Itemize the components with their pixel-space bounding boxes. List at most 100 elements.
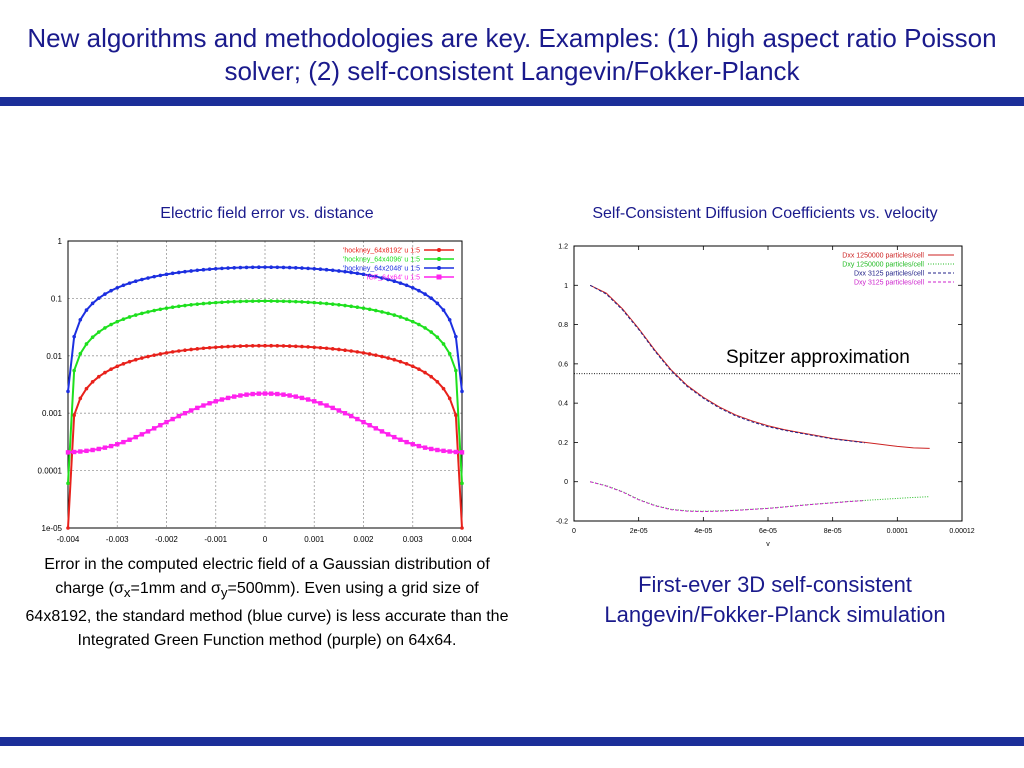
data-point (318, 301, 323, 305)
data-point (392, 434, 397, 440)
data-point (453, 449, 459, 455)
data-point (318, 401, 323, 406)
data-point (459, 450, 465, 455)
data-point (386, 311, 390, 316)
data-point (189, 347, 193, 352)
electric-field-error-chart: -0.004 -0.003 -0.002 -0.001 0 0.001 0.002 0.003… (38, 237, 473, 544)
data-point (299, 395, 305, 401)
y-tick-label: 0.2 (558, 440, 568, 447)
data-point (268, 391, 274, 396)
data-point (380, 310, 384, 314)
data-point (220, 300, 224, 305)
data-point (337, 347, 341, 352)
data-point (183, 303, 187, 308)
data-point (201, 346, 206, 351)
data-point (133, 313, 138, 317)
data-point (177, 349, 181, 353)
data-point (355, 271, 360, 276)
data-point (300, 266, 304, 270)
data-point (343, 348, 347, 352)
data-point (305, 397, 311, 402)
data-point (441, 308, 446, 312)
data-point (336, 408, 342, 413)
data-point (287, 299, 292, 304)
data-point (269, 343, 273, 348)
data-point (207, 267, 212, 272)
left-figure-caption: Electric field error vs. distance (160, 205, 374, 222)
series-line (590, 481, 866, 513)
data-point (404, 439, 409, 445)
data-point (195, 405, 200, 411)
y-tick-label: 0.1 (51, 294, 63, 303)
data-point (281, 299, 286, 304)
data-point (435, 335, 440, 339)
data-point (300, 344, 304, 349)
data-point (201, 403, 206, 408)
data-point (78, 449, 83, 454)
x-tick-label: 0.002 (353, 535, 374, 544)
y-tick-label: -0.2 (556, 519, 568, 526)
data-point (343, 269, 347, 274)
data-point (96, 296, 101, 300)
data-point (410, 285, 415, 290)
legend-marker (437, 257, 441, 261)
data-point (127, 359, 132, 364)
data-point (337, 269, 341, 273)
data-point (330, 347, 335, 351)
data-point (238, 265, 243, 270)
y-tick-label: 0 (564, 479, 568, 486)
data-point (109, 288, 113, 293)
data-point (207, 301, 212, 305)
plot-frame (573, 245, 963, 522)
data-point (367, 423, 372, 428)
right-figure-caption: Self-Consistent Diffusion Coefficients v… (592, 205, 938, 222)
data-point (170, 416, 175, 422)
data-point (71, 449, 77, 455)
data-point (318, 267, 323, 272)
legend-label: Dxy 3125 particles/cell (854, 280, 924, 287)
data-point (182, 411, 188, 416)
data-point (422, 445, 428, 450)
data-point (257, 265, 261, 269)
data-point (454, 368, 458, 373)
data-point (232, 299, 237, 304)
legend-label: 'IGF_64x64' u 1:5 (365, 275, 420, 282)
data-point (109, 322, 113, 327)
data-point (140, 277, 144, 282)
data-point (72, 368, 76, 373)
data-point (84, 308, 89, 312)
data-point (300, 300, 304, 304)
data-point (275, 391, 280, 397)
data-point (423, 370, 427, 375)
data-point (262, 391, 268, 396)
data-point (164, 419, 169, 425)
data-point (398, 359, 403, 364)
x-tick-label: -0.001 (204, 535, 227, 544)
data-point (293, 265, 298, 270)
data-point (102, 445, 108, 450)
data-point (90, 380, 95, 384)
data-point (398, 315, 403, 319)
data-point (96, 446, 101, 452)
data-point (146, 276, 150, 280)
data-point (201, 267, 206, 272)
data-point (158, 352, 163, 356)
sigma-subscript-x: x (123, 585, 131, 601)
data-point (423, 326, 427, 330)
data-point (108, 443, 114, 449)
data-point (152, 353, 156, 357)
data-point (361, 351, 366, 355)
y-tick-label: 1e-05 (42, 524, 63, 533)
data-point (410, 442, 415, 447)
data-point (250, 391, 255, 397)
data-point (65, 450, 71, 455)
data-point (429, 296, 434, 300)
data-point (90, 335, 95, 339)
data-point (417, 322, 421, 327)
data-point (84, 448, 89, 454)
x-tick-label: 0 (572, 528, 576, 535)
x-tick-label: 6e-05 (759, 528, 777, 535)
data-point (232, 394, 237, 399)
x-tick-label: -0.002 (155, 535, 178, 544)
legend-label: Dxy 1250000 particles/cell (842, 262, 924, 269)
